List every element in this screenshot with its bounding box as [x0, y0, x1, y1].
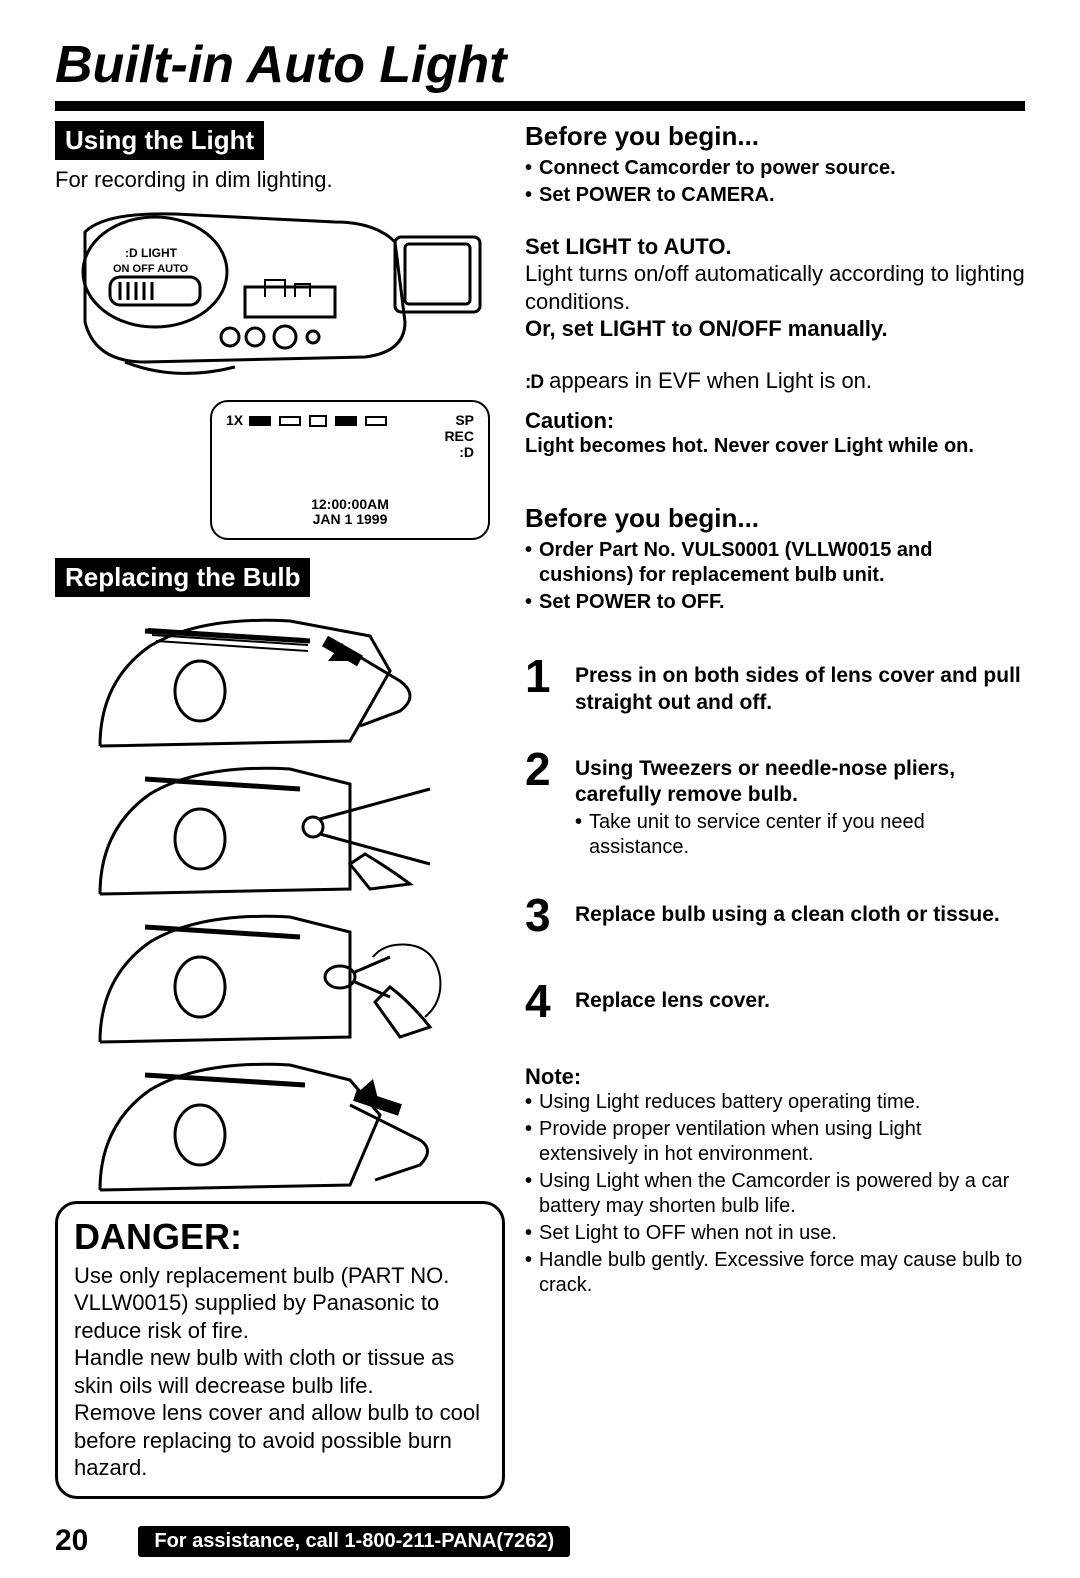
danger-title: DANGER:	[74, 1216, 486, 1258]
evf-icon-text: appears in EVF when Light is on.	[543, 368, 872, 393]
step-3: 3 Replace bulb using a clean cloth or ti…	[525, 892, 1025, 938]
note-item: Set Light to OFF when not in use.	[525, 1221, 1025, 1246]
using-light-subtitle: For recording in dim lighting.	[55, 166, 505, 194]
using-light-header: Using the Light	[55, 121, 264, 160]
evf-zoom: 1X	[226, 412, 243, 428]
step-text: Using Tweezers or needle-nose pliers, ca…	[575, 757, 955, 806]
step-extra: Take unit to service center if you need …	[575, 810, 1025, 860]
battery-icon	[249, 416, 271, 426]
evf-icon-line: :D appears in EVF when Light is on.	[525, 367, 1025, 395]
note-item: Using Light when the Camcorder is powere…	[525, 1169, 1025, 1219]
camcorder-illustration: :D LIGHT ON OFF AUTO	[55, 202, 505, 392]
danger-p2: Handle new bulb with cloth or tissue as …	[74, 1344, 486, 1399]
note-item: Handle bulb gently. Excessive force may …	[525, 1248, 1025, 1298]
step1-illustration	[55, 611, 505, 751]
byb2-item: Set POWER to OFF.	[525, 590, 1025, 615]
step3-illustration	[55, 907, 505, 1047]
evf-icon: :D	[459, 444, 474, 460]
byb2-item: Order Part No. VULS0001 (VLLW0015 and cu…	[525, 538, 1025, 588]
evf-sp: SP	[455, 412, 474, 428]
assistance-bar: For assistance, call 1-800-211-PANA(7262…	[138, 1526, 570, 1557]
evf-display-illustration: 1X SP REC :D 12:00:00AM JAN 1 1999	[210, 400, 490, 540]
two-column-layout: Using the Light For recording in dim lig…	[55, 121, 1025, 1499]
caution-heading: Caution:	[525, 408, 1025, 434]
step-1: 1 Press in on both sides of lens cover a…	[525, 653, 1025, 716]
step-2: 2 Using Tweezers or needle-nose pliers, …	[525, 746, 1025, 863]
before-you-begin-2-list: Order Part No. VULS0001 (VLLW0015 and cu…	[525, 538, 1025, 615]
tape-outline-icon	[365, 416, 387, 426]
step-text: Replace bulb using a clean cloth or tiss…	[575, 903, 1000, 926]
set-light-auto-heading: Set LIGHT to AUTO.	[525, 234, 1025, 260]
page-title: Built-in Auto Light	[55, 35, 1025, 95]
step2-illustration	[55, 759, 505, 899]
danger-p3: Remove lens cover and allow bulb to cool…	[74, 1399, 486, 1482]
step-number: 4	[525, 978, 563, 1024]
step-text: Replace lens cover.	[575, 989, 770, 1012]
left-column: Using the Light For recording in dim lig…	[55, 121, 505, 1499]
switch-label-top: :D LIGHT	[125, 246, 178, 260]
byb1-item: Set POWER to CAMERA.	[525, 183, 1025, 208]
step-text: Press in on both sides of lens cover and…	[575, 664, 1021, 713]
tape-fill-icon	[335, 416, 357, 426]
replacing-bulb-header: Replacing the Bulb	[55, 558, 310, 597]
switch-labels: ON OFF AUTO	[113, 263, 189, 275]
cassette-icon	[309, 415, 327, 427]
evf-rec: REC	[444, 428, 474, 444]
danger-p1: Use only replacement bulb (PART NO. VLLW…	[74, 1262, 486, 1345]
battery-outline-icon	[279, 416, 301, 426]
page-footer: 20 For assistance, call 1-800-211-PANA(7…	[55, 1524, 1025, 1558]
step4-illustration	[55, 1055, 505, 1195]
page-number: 20	[55, 1524, 88, 1558]
before-you-begin-2-heading: Before you begin...	[525, 503, 1025, 534]
note-item: Provide proper ventilation when using Li…	[525, 1117, 1025, 1167]
note-list: Using Light reduces battery operating ti…	[525, 1090, 1025, 1298]
set-light-auto-body: Light turns on/off automatically accordi…	[525, 260, 1025, 315]
step-4: 4 Replace lens cover.	[525, 978, 1025, 1024]
before-you-begin-1-list: Connect Camcorder to power source. Set P…	[525, 156, 1025, 208]
right-column: Before you begin... Connect Camcorder to…	[525, 121, 1025, 1499]
note-heading: Note:	[525, 1064, 1025, 1090]
danger-box: DANGER: Use only replacement bulb (PART …	[55, 1201, 505, 1499]
evf-time: 12:00:00AM	[212, 497, 488, 512]
note-item: Using Light reduces battery operating ti…	[525, 1090, 1025, 1115]
set-light-manual: Or, set LIGHT to ON/OFF manually.	[525, 315, 1025, 343]
step-number: 3	[525, 892, 563, 938]
byb1-item: Connect Camcorder to power source.	[525, 156, 1025, 181]
step-number: 2	[525, 746, 563, 792]
step-number: 1	[525, 653, 563, 699]
light-icon: :D	[525, 371, 543, 395]
before-you-begin-1-heading: Before you begin...	[525, 121, 1025, 152]
evf-date: JAN 1 1999	[212, 512, 488, 527]
title-rule	[55, 101, 1025, 111]
caution-body: Light becomes hot. Never cover Light whi…	[525, 434, 1025, 459]
